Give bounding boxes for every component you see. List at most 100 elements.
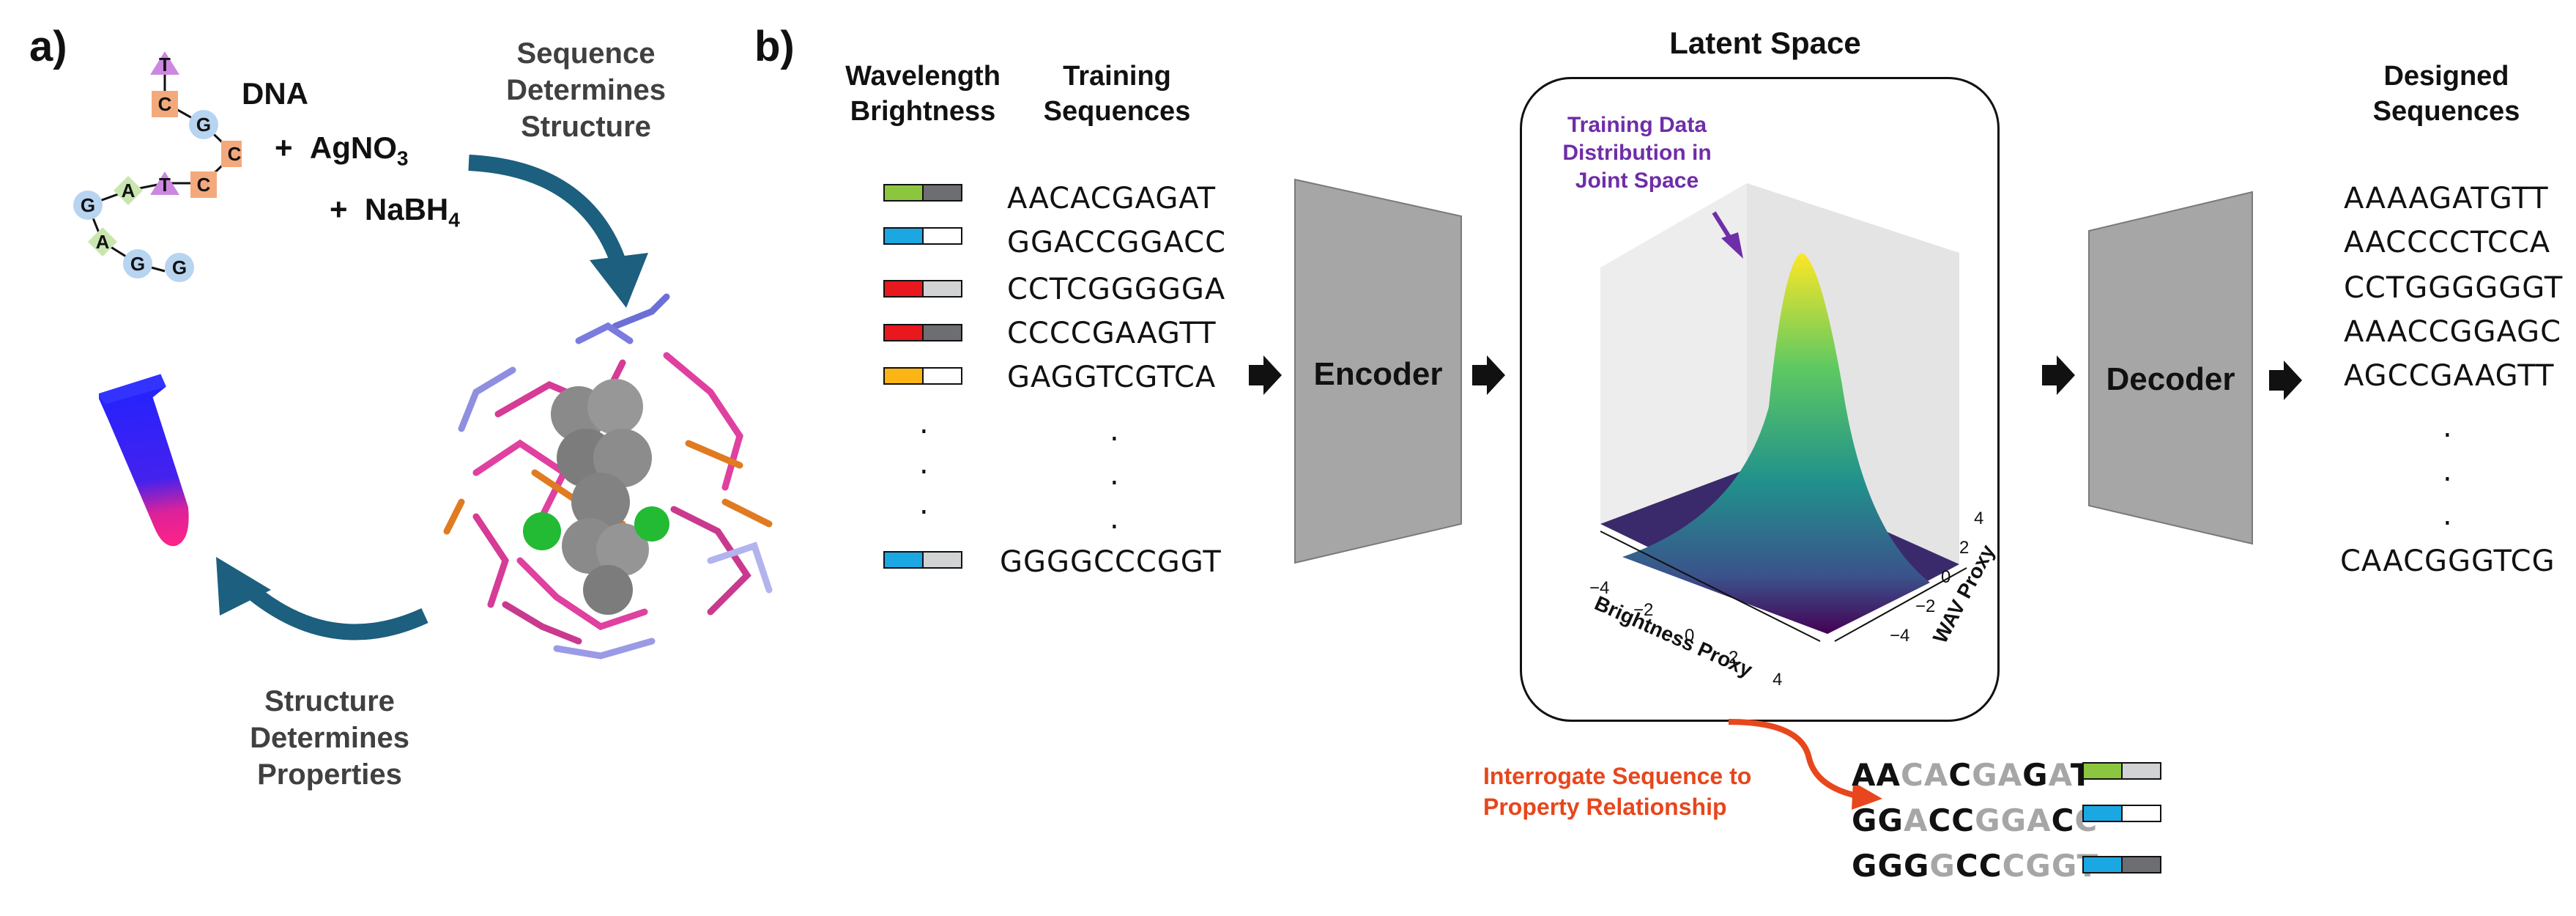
seq-part: GGA [1975, 802, 2052, 838]
training-distribution-note: Training Data Distribution in Joint Spac… [1527, 111, 1747, 195]
base-g-circle [189, 110, 218, 139]
base-letter: G [130, 253, 145, 275]
panel-a-label: a) [29, 23, 67, 70]
ellipsis-dot: . [1110, 502, 1120, 536]
seq-part: A [1903, 802, 1929, 838]
wav-tick: 0 [1941, 567, 1950, 587]
seq-part: CA [1901, 757, 1949, 793]
training-sequences-header: Training Sequences [1022, 59, 1212, 129]
caption-line: Properties [257, 758, 402, 791]
silver-atom [571, 473, 630, 531]
silver-atom [593, 429, 652, 487]
wav-tick: −4 [1890, 626, 1909, 646]
panel-b-label: b) [754, 23, 795, 70]
ellipsis-dot: . [2443, 454, 2453, 488]
agno3-reagent: + AgNO3 [275, 130, 408, 170]
property-swatch [883, 280, 962, 298]
seq-part: CGGT [2002, 848, 2099, 884]
seq-part: C [2051, 802, 2075, 838]
brightness-tick: −4 [1589, 578, 1609, 598]
seq-part: AA [1852, 757, 1901, 793]
nabh4-subscript: 4 [448, 208, 460, 232]
note-pointer-head [1721, 232, 1743, 259]
training-sequence: CCCCGAAGTT [1007, 317, 1217, 350]
base-letter: G [196, 114, 211, 136]
caption-line: Sequence [516, 37, 656, 70]
nabh4-formula: NaBH [364, 192, 449, 226]
note-line: Training Data [1567, 113, 1707, 137]
brightness-tick: −2 [1633, 600, 1653, 620]
training-sequence: AACACGAGAT [1007, 182, 1216, 215]
base-a-diamond [88, 227, 117, 256]
base-g-circle [73, 191, 103, 220]
wav-axis-line [1834, 567, 1967, 642]
encoder-block [1294, 178, 1462, 564]
plus-sign: + [275, 130, 293, 165]
base-letter: G [81, 194, 95, 216]
silver-atom [583, 565, 633, 615]
property-swatch [883, 227, 962, 245]
property-swatch [883, 367, 962, 385]
property-swatch [2082, 856, 2161, 873]
sequence-determines-structure: Sequence Determines Structure [498, 35, 674, 145]
ellipsis-dot: . [2443, 498, 2453, 532]
flow-arrow [2042, 355, 2075, 395]
wav-tick: 4 [1974, 509, 1983, 528]
encoder-label: Encoder [1313, 356, 1443, 392]
agno3-formula: AgNO [309, 130, 397, 165]
training-sequence: GGACCGGACC [1007, 226, 1227, 259]
header-line: Sequences [2372, 96, 2520, 127]
interrogated-sequence: GGGGCCCGGT [1852, 848, 2098, 884]
designed-sequence: AAACCGGAGC [2344, 315, 2562, 349]
silver-atom [587, 379, 643, 435]
seq-part: G [1929, 848, 1956, 884]
base-c-square [152, 91, 178, 117]
base-t-triangle [150, 51, 179, 75]
interrogated-sequence: AACACGAGAT [1852, 757, 2093, 793]
dna-strand: T C G C C T A G A G G [73, 51, 242, 282]
caption-line: Structure [264, 685, 395, 717]
interrogated-sequence: GGACCGGACC [1852, 802, 2098, 838]
brightness-axis-label: Brightness Proxy [1592, 591, 1756, 682]
caption-line: Determines [506, 74, 666, 106]
plus-sign: + [330, 192, 348, 226]
wav-tick: −2 [1915, 596, 1935, 616]
flow-arrow [2269, 361, 2302, 400]
property-swatch [883, 324, 962, 341]
base-g-circle [165, 253, 194, 282]
base-letter: C [158, 93, 172, 115]
designed-sequence: AAAAGATGTT [2344, 182, 2549, 215]
training-sequence: CCTCGGGGGA [1007, 273, 1226, 306]
flow-arrow [1249, 355, 1282, 395]
arrow-head-top [590, 253, 648, 308]
seq-part: CC [1955, 848, 2002, 884]
base-t-triangle [150, 171, 179, 195]
note-line: Joint Space [1575, 169, 1699, 193]
agno3-subscript: 3 [396, 147, 409, 170]
tube-icon [99, 374, 189, 547]
property-swatch [883, 551, 962, 569]
designed-sequences-header: Designed Sequences [2344, 59, 2549, 129]
arrow-head-bottom [216, 557, 271, 616]
header-line: Wavelength [845, 61, 1001, 92]
base-letter: T [159, 53, 171, 75]
base-letter: G [172, 256, 187, 278]
caption-line: Determines [250, 722, 409, 754]
seq-part: A [2048, 757, 2071, 793]
interrogate-label: Interrogate Sequence to Property Relatio… [1483, 761, 1751, 822]
arrow-curve-top [468, 155, 627, 267]
dna-label: DNA [242, 76, 308, 111]
nabh4-reagent: + NaBH4 [330, 192, 460, 232]
interrogate-line: Property Relationship [1483, 794, 1727, 820]
property-swatch [2082, 762, 2161, 780]
back-pane-left [1600, 183, 1747, 524]
seq-part: C [1948, 757, 1972, 793]
base-c-square [190, 171, 217, 198]
designed-sequence: AGCCGAAGTT [2344, 359, 2555, 393]
training-sequence: GAGGTCGTCA [1007, 361, 1217, 394]
brightness-tick: 4 [1773, 670, 1782, 690]
structure-determines-properties: Structure Determines Properties [242, 683, 417, 793]
decoder-block [2088, 191, 2253, 545]
silver-cluster-structure [443, 293, 773, 660]
